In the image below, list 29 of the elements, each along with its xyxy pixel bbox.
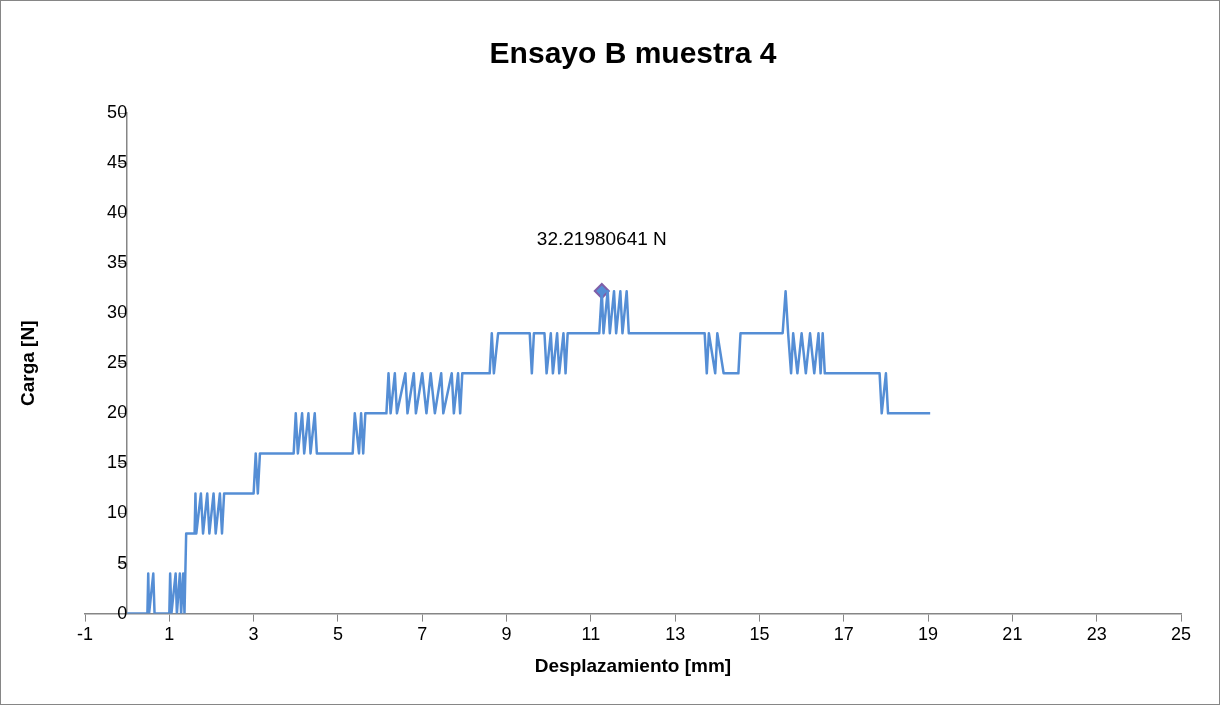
x-tick-label: 9 <box>501 624 512 645</box>
x-tick-label: -1 <box>76 624 94 645</box>
y-tick-label: 15 <box>107 452 128 473</box>
y-tick-label: 30 <box>107 302 128 323</box>
x-tick-label: 5 <box>332 624 343 645</box>
y-tick-label: 25 <box>107 352 128 373</box>
x-axis-title: Desplazamiento [mm] <box>534 654 732 676</box>
x-tick-label: 21 <box>1002 624 1023 645</box>
x-tick-label: 19 <box>918 624 939 645</box>
y-axis-title: Carga [N] <box>17 320 39 407</box>
x-tick-label: 23 <box>1086 624 1107 645</box>
x-tick-label: 3 <box>248 624 259 645</box>
x-tick-label: 13 <box>665 624 686 645</box>
chart-title: Ensayo B muestra 4 <box>489 36 777 70</box>
y-tick-label: 10 <box>107 502 128 523</box>
x-tick-label: 7 <box>417 624 428 645</box>
y-tick-label: 45 <box>107 152 128 173</box>
y-tick-label: 0 <box>117 602 128 623</box>
annotation: 32.21980641 N <box>536 227 667 249</box>
y-tick-label: 5 <box>117 552 128 573</box>
x-tick-label: 25 <box>1170 624 1192 645</box>
y-tick-label: 35 <box>107 252 128 273</box>
x-tick-label: 17 <box>833 624 854 645</box>
x-tick-label: 15 <box>749 624 770 645</box>
y-tick-label: 50 <box>107 101 128 122</box>
x-tick-label: 1 <box>164 624 175 645</box>
y-tick-label: 20 <box>107 402 128 423</box>
y-tick-label: 40 <box>107 202 128 223</box>
x-tick-label: 11 <box>581 624 601 645</box>
